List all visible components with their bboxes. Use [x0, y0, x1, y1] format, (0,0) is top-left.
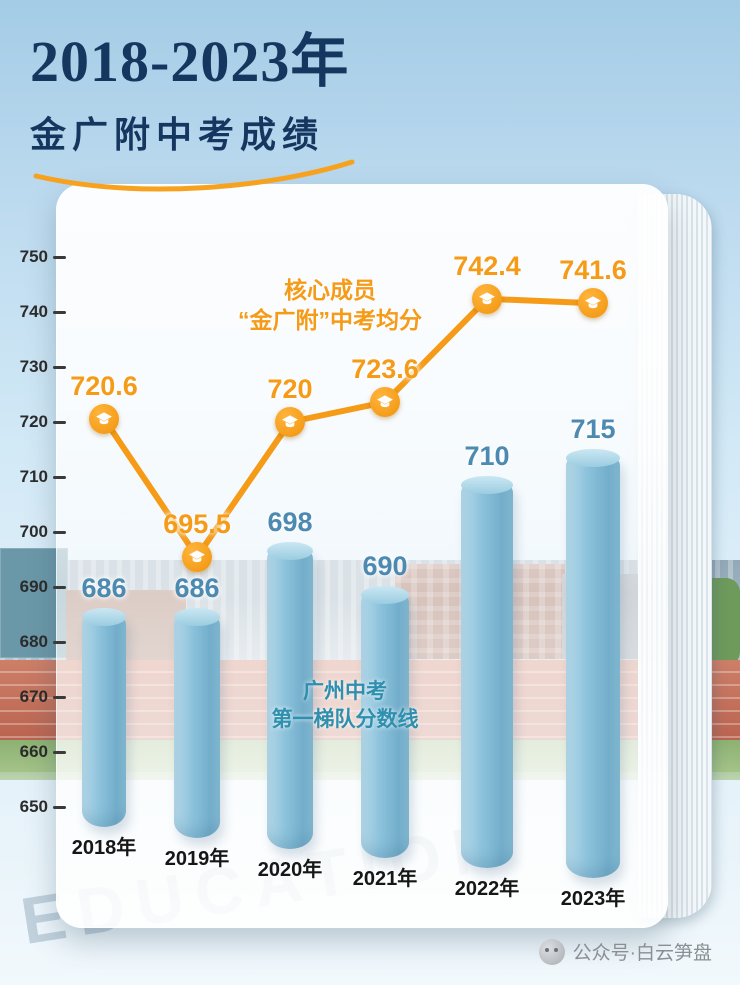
- y-tick: 750: [12, 247, 66, 267]
- y-tick-mark: [53, 255, 66, 259]
- y-tick-mark: [53, 420, 66, 424]
- credit-text: 公众号·白云笋盘: [572, 943, 712, 964]
- y-tick-mark: [53, 365, 66, 369]
- bar-top: [82, 608, 126, 626]
- y-tick-label: 650: [19, 797, 48, 816]
- y-tick: 730: [12, 357, 66, 377]
- y-tick-label: 740: [19, 302, 48, 321]
- y-tick: 680: [12, 632, 66, 652]
- y-tick: 670: [12, 687, 66, 707]
- bar-2022年: [461, 476, 513, 868]
- x-axis-label: 2018年: [71, 837, 137, 859]
- bar-top: [361, 586, 409, 604]
- graduation-cap-icon: [578, 288, 608, 319]
- underline-swoosh-icon: [33, 159, 355, 192]
- y-tick-mark: [53, 805, 66, 809]
- line-value-label: 723.6: [351, 354, 419, 385]
- graduation-cap-icon: [89, 403, 119, 434]
- bar-value-label: 698: [267, 507, 313, 537]
- y-tick: 690: [12, 577, 66, 597]
- y-tick: 720: [12, 412, 66, 432]
- y-tick-mark: [53, 585, 66, 589]
- bar-value-label: 686: [174, 573, 220, 603]
- bar-2018年: [82, 608, 126, 827]
- y-tick-mark: [53, 530, 66, 534]
- page-subtitle: 金广附中考成绩: [30, 115, 325, 155]
- bar-2023年: [566, 448, 620, 878]
- annotation-text: 广州中考: [303, 680, 387, 703]
- line-value-label: 695.5: [163, 508, 231, 539]
- credit: 公众号·白云笋盘: [538, 938, 712, 965]
- x-axis-label: 2021年: [352, 868, 418, 890]
- line-value-label: 742.4: [453, 250, 521, 281]
- y-tick-mark: [53, 750, 66, 754]
- y-tick-mark: [53, 475, 66, 479]
- y-tick: 710: [12, 467, 66, 487]
- graduation-cap-icon: [370, 387, 400, 418]
- annotation-text: 核心成员: [284, 277, 376, 303]
- y-tick-label: 750: [19, 247, 48, 266]
- line-value-label: 720: [267, 374, 313, 404]
- y-tick-mark: [53, 640, 66, 644]
- y-tick: 740: [12, 302, 66, 322]
- x-axis-label: 2020年: [257, 859, 323, 881]
- bar-value-label: 690: [362, 551, 408, 581]
- x-axis-label: 2019年: [164, 848, 230, 870]
- line-series-annotation: 核心成员 “金广附”中考均分: [190, 276, 470, 336]
- y-tick-label: 730: [19, 357, 48, 376]
- y-tick: 660: [12, 742, 66, 762]
- y-tick-mark: [53, 310, 66, 314]
- y-tick-label: 690: [19, 577, 48, 596]
- line-value-label: 720.6: [70, 370, 138, 401]
- y-tick-label: 710: [19, 467, 48, 486]
- x-axis-label: 2022年: [454, 878, 520, 900]
- y-tick-label: 680: [19, 632, 48, 651]
- bar-value-label: 710: [464, 441, 510, 471]
- y-tick-label: 700: [19, 522, 48, 541]
- bar-top: [461, 476, 513, 494]
- graduation-cap-icon: [472, 283, 502, 314]
- bar-top: [174, 608, 220, 626]
- graduation-cap-icon: [182, 541, 212, 572]
- bar-series-annotation: 广州中考 第一梯队分数线: [232, 678, 458, 735]
- bar-top: [566, 448, 620, 467]
- annotation-text: “金广附”中考均分: [238, 306, 422, 333]
- y-tick: 700: [12, 522, 66, 542]
- y-tick-label: 670: [19, 687, 48, 706]
- annotation-text: 第一梯队分数线: [271, 708, 419, 732]
- y-tick-label: 660: [19, 742, 48, 761]
- graduation-cap-icon: [275, 407, 305, 437]
- bar-2021年: [361, 586, 409, 858]
- bar-value-label: 686: [81, 573, 127, 603]
- header: 2018-2023年 金广附中考成绩: [30, 14, 360, 198]
- x-axis-label: 2023年: [560, 888, 626, 910]
- bar-2019年: [174, 608, 220, 838]
- line-value-label: 741.6: [559, 255, 627, 286]
- y-tick: 650: [12, 797, 66, 817]
- mascot-icon: [538, 938, 565, 965]
- bar-value-label: 715: [570, 413, 616, 444]
- bar-top: [267, 542, 313, 560]
- y-tick-mark: [53, 695, 66, 699]
- y-tick-label: 720: [19, 412, 48, 431]
- page-title: 2018-2023年: [30, 29, 350, 94]
